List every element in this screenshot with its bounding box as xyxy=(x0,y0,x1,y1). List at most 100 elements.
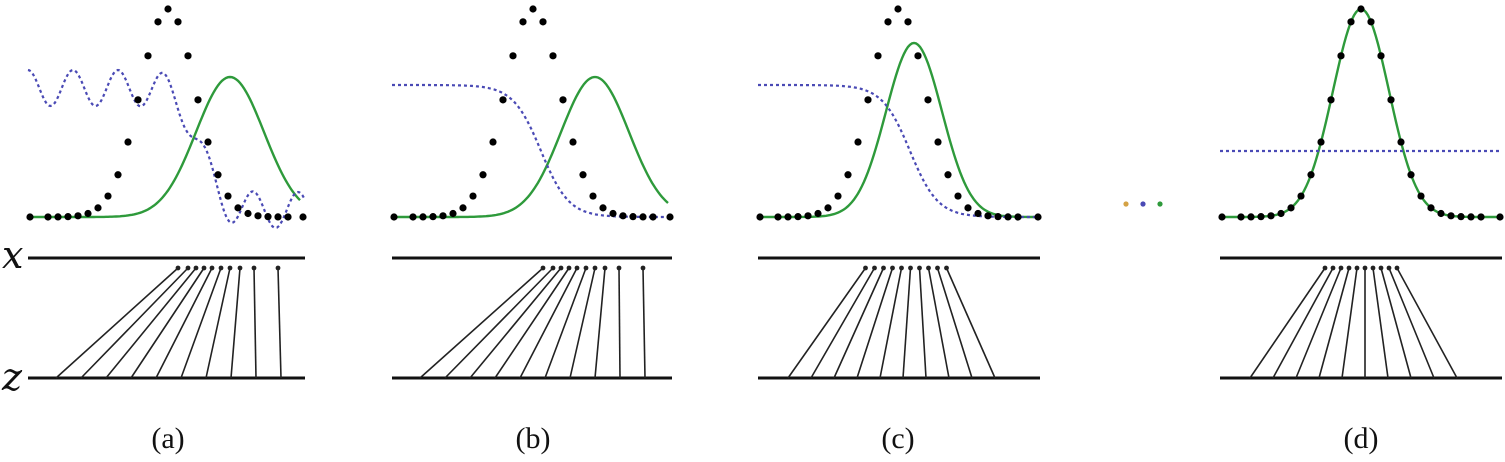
generator-distribution-curve xyxy=(392,75,669,219)
mapping-arrow-head xyxy=(1338,265,1344,271)
data-distribution-point xyxy=(1307,171,1315,179)
mapping-arrow-head xyxy=(558,265,564,271)
mapping-arrow-head xyxy=(917,265,922,271)
data-distribution-point xyxy=(549,52,557,60)
panel-c xyxy=(756,5,1042,380)
data-distribution-point xyxy=(1327,96,1335,104)
mapping-arrow-head xyxy=(185,265,191,271)
data-distribution-point xyxy=(1467,213,1475,221)
generator-distribution-curve xyxy=(28,75,301,219)
mapping-arrow-head xyxy=(275,265,281,271)
data-distribution-point xyxy=(1014,213,1022,221)
data-distribution-point xyxy=(204,138,212,146)
panel-a-caption: (a) xyxy=(151,422,184,455)
mapping-arrow xyxy=(155,267,213,379)
data-distribution-point xyxy=(854,138,862,146)
data-distribution-point xyxy=(579,171,587,179)
data-distribution-point xyxy=(264,213,272,221)
mapping-arrow-head xyxy=(640,265,646,271)
x-axis-label: x xyxy=(2,233,23,277)
mapping-arrow-head xyxy=(602,265,608,271)
data-distribution-point xyxy=(619,212,627,220)
ellipsis-dots xyxy=(1123,201,1163,207)
data-distribution-point xyxy=(794,213,802,221)
mapping-arrow xyxy=(810,267,876,379)
data-distribution-point xyxy=(254,212,262,220)
generator-distribution-curve xyxy=(1220,7,1502,219)
mapping-arrow xyxy=(879,267,903,379)
data-distribution-point xyxy=(479,171,487,179)
data-distribution-point xyxy=(934,138,942,146)
data-distribution-point xyxy=(1257,213,1265,221)
ellipsis-dot xyxy=(1140,201,1146,207)
mapping-arrow-head xyxy=(540,265,546,271)
mapping-arrow xyxy=(902,267,912,379)
panel-c-caption: (c) xyxy=(881,422,914,455)
mapping-arrow xyxy=(205,267,231,379)
mapping-arrow xyxy=(1380,267,1412,379)
data-distribution-point xyxy=(1397,138,1405,146)
z-axis-label: z xyxy=(1,355,23,399)
mapping-arrow xyxy=(618,267,621,379)
mapping-arrow xyxy=(80,267,189,379)
data-distribution-point xyxy=(824,204,832,212)
data-distribution-point xyxy=(184,52,192,60)
data-distribution-point xyxy=(1407,171,1415,179)
mapping-arrow-head xyxy=(550,265,556,271)
mapping-arrow xyxy=(594,267,606,379)
data-distribution-point xyxy=(409,213,417,221)
data-distribution-point xyxy=(814,209,822,218)
panel-a xyxy=(26,5,307,380)
data-distribution-point xyxy=(214,171,222,179)
mapping-arrow-head xyxy=(227,265,233,271)
data-distribution-point xyxy=(274,213,282,221)
data-distribution-point xyxy=(1447,212,1455,220)
data-distribution-point xyxy=(74,212,82,220)
mapping-arrow xyxy=(519,267,578,379)
data-distribution-point xyxy=(1317,138,1325,146)
data-distribution-point xyxy=(459,204,467,212)
mapping-arrow xyxy=(569,267,596,379)
data-distribution-point xyxy=(1477,213,1485,221)
mapping-arrow-head xyxy=(872,265,877,271)
data-distribution-point xyxy=(1004,213,1012,221)
data-distribution-point xyxy=(924,96,932,104)
data-distribution-point xyxy=(44,213,52,221)
data-distribution-point xyxy=(134,96,142,104)
data-distribution-point xyxy=(224,192,232,200)
mapping-arrow-head xyxy=(592,265,598,271)
data-distribution-point xyxy=(1277,209,1285,218)
mapping-arrow xyxy=(1341,267,1358,379)
data-distribution-point xyxy=(144,52,152,60)
mapping-arrow-head xyxy=(1322,265,1328,271)
mapping-arrow-head xyxy=(251,265,257,271)
data-distribution-point xyxy=(234,204,242,212)
data-distribution-point xyxy=(629,213,637,221)
data-distribution-point xyxy=(784,213,792,221)
data-distribution-point xyxy=(429,213,437,221)
data-distribution-point xyxy=(974,209,982,218)
data-distribution-point xyxy=(874,52,882,60)
mapping-arrow xyxy=(494,267,570,379)
data-distribution-point xyxy=(1237,213,1245,221)
mapping-arrow xyxy=(230,267,241,379)
mapping-arrow-head xyxy=(1362,265,1368,271)
data-distribution-point xyxy=(529,5,537,13)
mapping-arrow xyxy=(1295,267,1342,379)
data-distribution-point xyxy=(164,5,172,13)
data-distribution-point xyxy=(439,212,447,220)
data-distribution-point xyxy=(559,96,567,104)
mapping-arrow-head xyxy=(881,265,886,271)
data-distribution-point xyxy=(1287,204,1295,212)
mapping-arrow xyxy=(642,267,646,379)
data-distribution-point xyxy=(904,18,912,26)
data-distribution-point xyxy=(1427,204,1435,212)
data-distribution-point xyxy=(1267,212,1275,220)
mapping-arrow-head xyxy=(890,265,895,271)
mapping-arrow-head xyxy=(218,265,224,271)
data-distribution-point xyxy=(609,209,617,218)
data-distribution-point xyxy=(1034,213,1042,221)
mapping-arrow-head xyxy=(566,265,572,271)
mapping-arrow-head xyxy=(201,265,207,271)
data-distribution-point xyxy=(954,192,962,200)
